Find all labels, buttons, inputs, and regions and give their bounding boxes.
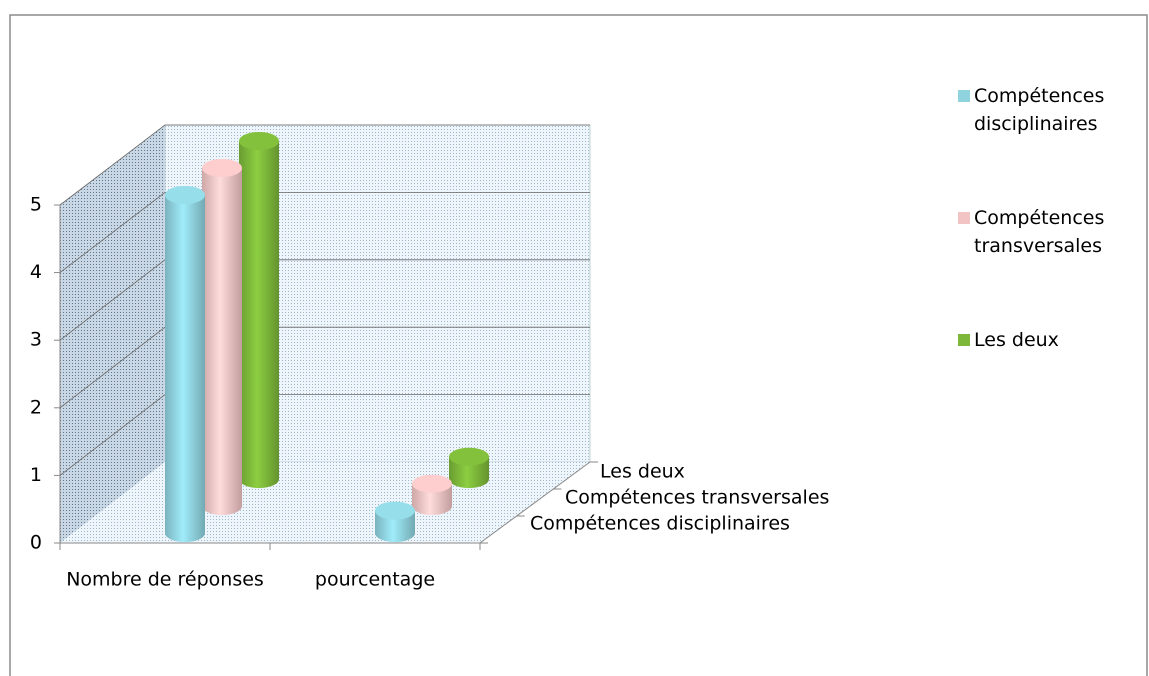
legend-swatch xyxy=(958,334,970,346)
bar-body xyxy=(202,168,242,515)
bar xyxy=(449,447,489,488)
bar xyxy=(202,159,242,515)
depth-axis xyxy=(479,461,591,544)
bar-body xyxy=(375,510,415,542)
bar xyxy=(412,474,452,515)
y-tick-label: 2 xyxy=(30,396,42,418)
depth-label: Les deux xyxy=(600,461,685,483)
legend-item: Les deux xyxy=(958,326,1149,354)
grid-line xyxy=(59,326,166,409)
side-wall xyxy=(60,125,165,543)
bar-top xyxy=(165,186,205,204)
frame xyxy=(9,14,1148,676)
legend-swatch xyxy=(958,212,970,224)
grid-line xyxy=(59,124,166,206)
grid-line xyxy=(59,259,166,341)
bar-top xyxy=(375,501,415,520)
grid-line xyxy=(59,394,166,476)
depth-label: Compétences disciplinaires xyxy=(530,513,790,535)
grid-line xyxy=(59,192,166,273)
y-tick-label: 5 xyxy=(30,194,42,216)
legend-item: Compétences transversales xyxy=(958,204,1149,260)
bar-body xyxy=(412,483,452,515)
y-tick-label: 4 xyxy=(30,261,42,283)
bar-top xyxy=(202,159,242,177)
bar-body xyxy=(449,456,489,488)
y-tick-label: 0 xyxy=(30,532,42,554)
bar-body xyxy=(239,141,279,488)
legend-label: Les deux xyxy=(974,329,1059,351)
x-tick-label: Nombre de réponses xyxy=(66,569,264,591)
y-tick-label: 1 xyxy=(30,464,42,486)
y-tick-label: 3 xyxy=(30,329,42,351)
bar-top xyxy=(412,474,452,493)
legend-label: Compétences transversales xyxy=(974,207,1105,257)
legend-label: Compétences disciplinaires xyxy=(974,85,1105,135)
bar-body xyxy=(165,195,205,542)
bar xyxy=(165,186,205,542)
x-tick-label: pourcentage xyxy=(315,569,435,591)
bar-top xyxy=(239,132,279,150)
bar xyxy=(239,132,279,488)
legend-item: Compétences disciplinaires xyxy=(958,82,1149,138)
depth-label: Compétences transversales xyxy=(565,487,829,509)
bar-top xyxy=(449,447,489,466)
legend-swatch xyxy=(958,90,970,102)
bar xyxy=(375,501,415,542)
